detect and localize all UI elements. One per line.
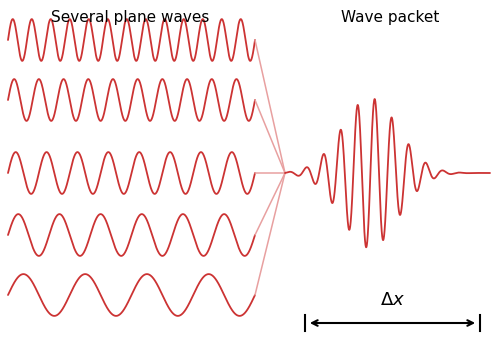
Text: $\Delta x$: $\Delta x$	[380, 291, 405, 309]
Text: Several plane waves: Several plane waves	[51, 10, 209, 25]
Text: Wave packet: Wave packet	[341, 10, 439, 25]
